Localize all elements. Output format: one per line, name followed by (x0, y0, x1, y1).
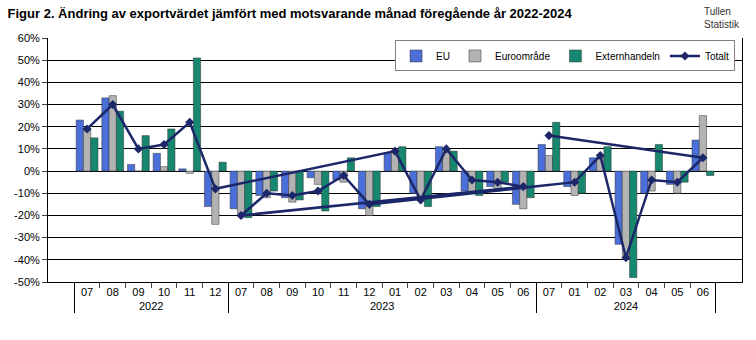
svg-text:01: 01 (568, 286, 580, 298)
svg-text:10: 10 (312, 286, 324, 298)
svg-text:2022: 2022 (139, 300, 163, 312)
svg-text:-20%: -20% (14, 209, 40, 221)
svg-text:06: 06 (517, 286, 529, 298)
svg-text:Externhandeln: Externhandeln (595, 51, 660, 62)
svg-text:-30%: -30% (14, 231, 40, 243)
svg-text:04: 04 (645, 286, 657, 298)
svg-text:-50%: -50% (14, 276, 40, 288)
svg-text:Euroområde: Euroområde (495, 51, 550, 62)
svg-text:02: 02 (415, 286, 427, 298)
svg-text:2023: 2023 (370, 300, 394, 312)
svg-text:11: 11 (184, 286, 195, 298)
svg-text:50%: 50% (18, 54, 40, 66)
svg-text:Figur 2. Ändring av exportvärd: Figur 2. Ändring av exportvärdet jämfört… (8, 6, 573, 21)
svg-text:-10%: -10% (14, 187, 40, 199)
svg-text:20%: 20% (18, 121, 40, 133)
svg-text:01: 01 (389, 286, 401, 298)
svg-text:12: 12 (363, 286, 375, 298)
svg-text:07: 07 (235, 286, 247, 298)
svg-text:03: 03 (440, 286, 452, 298)
svg-text:11: 11 (338, 286, 349, 298)
svg-text:06: 06 (697, 286, 709, 298)
svg-text:60%: 60% (18, 32, 40, 44)
svg-text:EU: EU (436, 51, 450, 62)
svg-text:05: 05 (671, 286, 683, 298)
svg-text:03: 03 (620, 286, 632, 298)
svg-text:-40%: -40% (14, 254, 40, 266)
svg-text:40%: 40% (18, 76, 40, 88)
svg-text:09: 09 (132, 286, 144, 298)
svg-text:30%: 30% (18, 98, 40, 110)
svg-text:12: 12 (209, 286, 221, 298)
svg-text:02: 02 (594, 286, 606, 298)
svg-text:09: 09 (286, 286, 298, 298)
svg-text:05: 05 (492, 286, 504, 298)
svg-text:10: 10 (158, 286, 170, 298)
svg-text:0%: 0% (24, 165, 40, 177)
svg-text:Totalt: Totalt (705, 51, 729, 62)
svg-text:08: 08 (261, 286, 273, 298)
svg-text:07: 07 (81, 286, 93, 298)
svg-text:08: 08 (107, 286, 119, 298)
svg-text:04: 04 (466, 286, 478, 298)
svg-text:TullenStatistik: TullenStatistik (704, 6, 740, 30)
svg-text:07: 07 (543, 286, 555, 298)
svg-text:2024: 2024 (614, 300, 638, 312)
svg-text:10%: 10% (18, 143, 40, 155)
